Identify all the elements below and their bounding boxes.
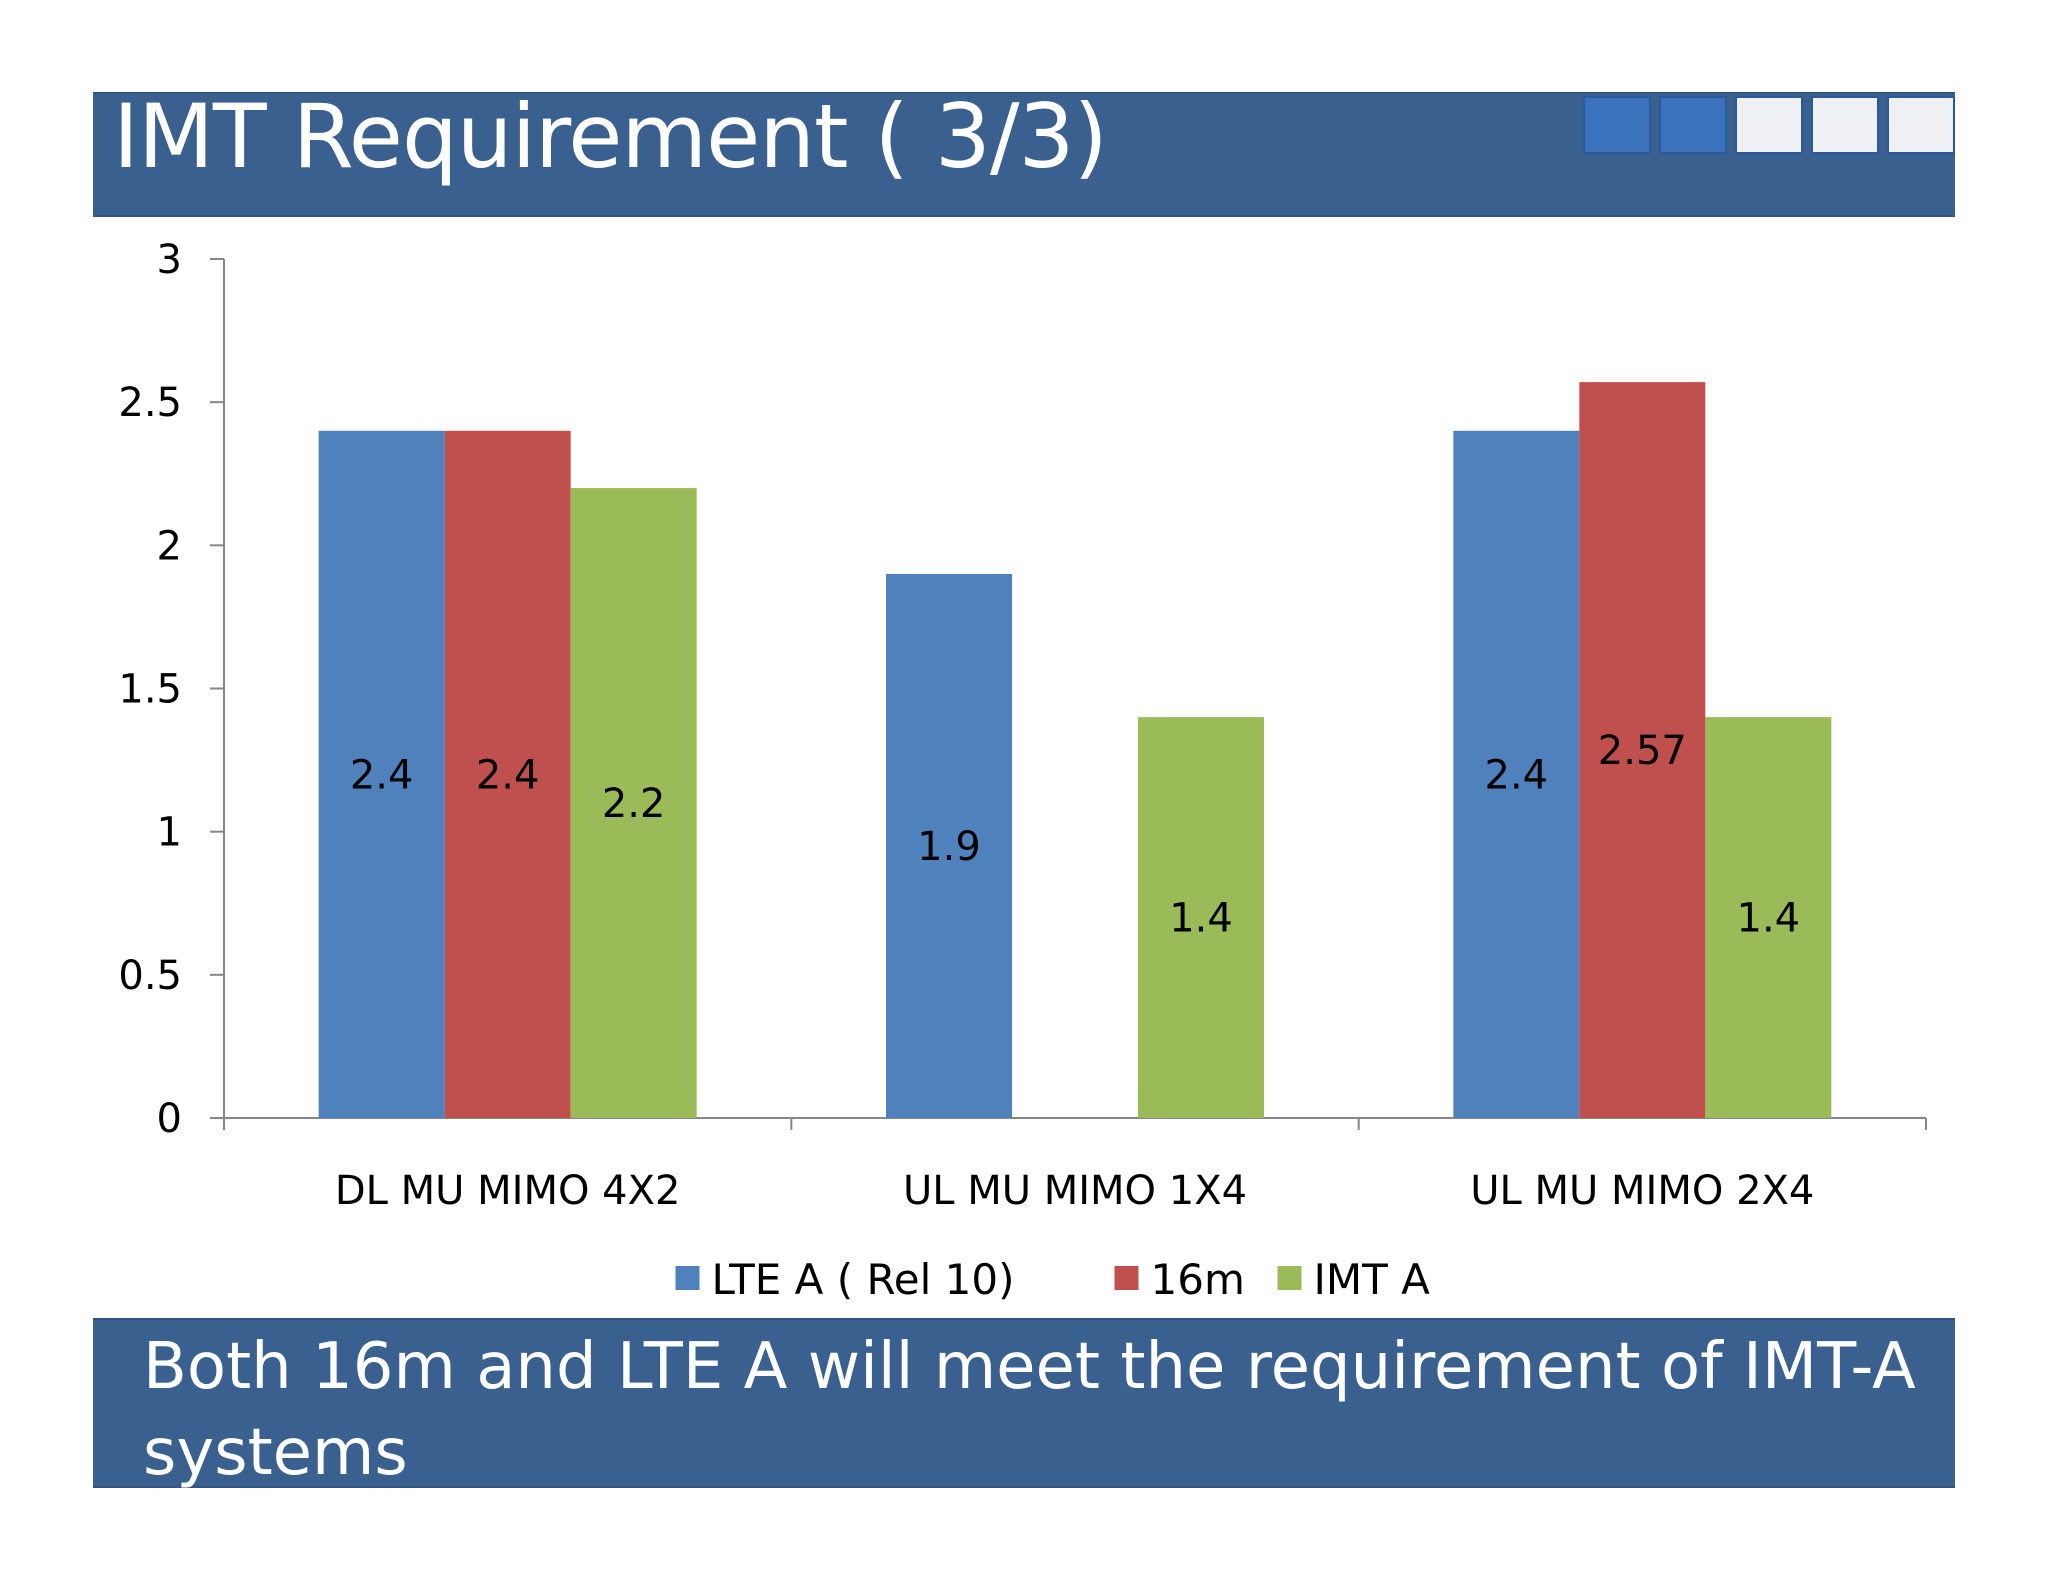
bar (570, 488, 697, 1119)
data-label: 2.4 (1485, 752, 1549, 798)
legend: LTE A ( Rel 10) 16m IMT A (675, 1255, 1431, 1300)
y-tick-label: 2 (157, 523, 182, 569)
progress-square-filled (1583, 96, 1651, 154)
slide-progress-indicator (1583, 96, 1955, 154)
y-tick-label: 1 (157, 810, 182, 856)
x-axis: DL MU MIMO 4X2 UL MU MIMO 1X4 UL MU MIMO 2… (223, 1117, 1927, 1214)
x-category-label: UL MU MIMO 1X4 (903, 1168, 1247, 1214)
page-title: IMT Requirement ( 3/3) (113, 85, 1108, 188)
y-axis: 0 0.5 1 1.5 2 2.5 3 (118, 237, 225, 1142)
bar-chart: 0 0.5 1 1.5 2 2.5 3 DL MU MIMO 4X2 UL MU MIMO 1… (118, 237, 1927, 1300)
data-label: 2.57 (1598, 728, 1687, 774)
bar (1138, 717, 1264, 1118)
bar (1579, 382, 1706, 1119)
data-label: 2.4 (350, 752, 414, 798)
value-labels: 2.4 2.4 2.2 1.9 1.4 2.4 2.57 1.4 (350, 728, 1800, 942)
progress-square-empty (1735, 96, 1803, 154)
data-label: 1.9 (917, 824, 981, 870)
legend-label: IMT A (1314, 1255, 1431, 1300)
data-label: 2.2 (602, 781, 666, 827)
legend-swatch (1277, 1266, 1302, 1290)
bar (318, 430, 445, 1118)
legend-label: LTE A ( Rel 10) (712, 1255, 1015, 1300)
bar (1453, 430, 1580, 1118)
data-label: 1.4 (1169, 896, 1233, 942)
title-bar: IMT Requirement ( 3/3) (93, 85, 1955, 217)
legend-label: 16m (1151, 1255, 1245, 1300)
bar (444, 430, 571, 1118)
y-tick-label: 0 (157, 1096, 182, 1142)
x-category-label: DL MU MIMO 4X2 (335, 1168, 681, 1214)
bars (318, 382, 1832, 1119)
bar (886, 573, 1012, 1118)
x-category-label: UL MU MIMO 2X4 (1470, 1168, 1814, 1214)
legend-swatch (675, 1266, 700, 1290)
conclusion-bar: Both 16m and LTE A will meet the require… (93, 1318, 1955, 1490)
data-label: 1.4 (1737, 896, 1801, 942)
progress-square-filled (1659, 96, 1727, 154)
y-tick-label: 3 (157, 237, 182, 283)
data-label: 2.4 (476, 752, 540, 798)
progress-square-empty (1811, 96, 1879, 154)
legend-swatch (1114, 1266, 1139, 1290)
y-tick-label: 2.5 (118, 380, 182, 426)
y-tick-label: 1.5 (118, 667, 182, 713)
bar (1705, 717, 1832, 1118)
conclusion-text: Both 16m and LTE A will meet the require… (143, 1330, 1916, 1490)
y-tick-label: 0.5 (118, 953, 182, 999)
progress-square-empty (1887, 96, 1955, 154)
